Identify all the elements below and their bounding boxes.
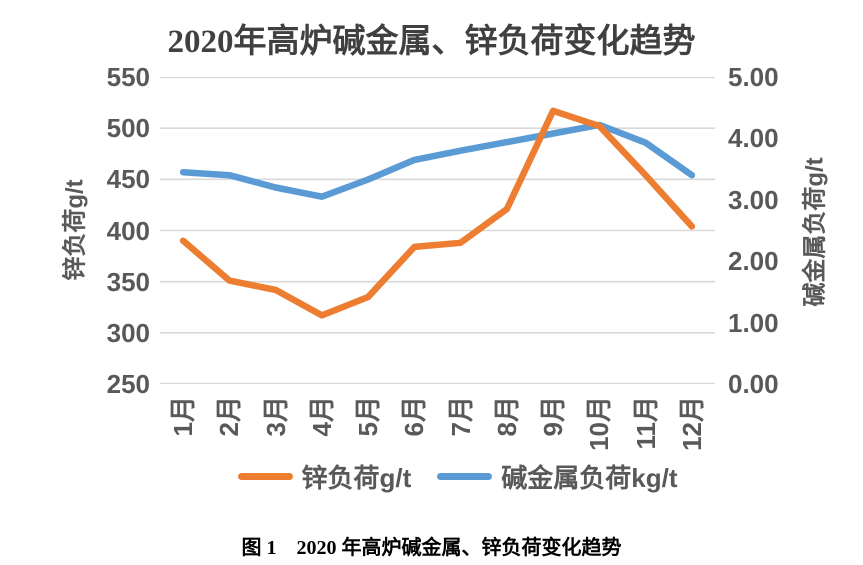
legend-item-alkali: 碱金属负荷kg/t [437,458,678,495]
left-axis-tick: 350 [106,266,150,297]
right-axis-tick: 0.00 [728,369,779,399]
left-axis-tick: 400 [106,215,150,246]
zinc-series-line [179,107,696,319]
alkali-line-swatch [437,473,493,480]
right-axis-tick: 1.00 [728,307,779,338]
legend: 锌负荷g/t 碱金属负荷kg/t [0,458,863,495]
right-axis-tick: 5.00 [728,62,779,92]
x-axis-tick: 11月 [630,396,661,450]
legend-label: 锌负荷g/t [301,463,412,493]
zinc-line-swatch [237,473,293,480]
right-axis-tick: 3.00 [728,184,779,215]
x-axis-tick: 1月 [168,396,199,437]
x-axis-tick: 2月 [214,396,245,437]
left-axis-tick: 450 [106,164,150,195]
x-axis-tick: 12月 [676,396,707,451]
x-axis-tick: 10月 [584,396,615,451]
right-axis-tick: 2.00 [728,246,779,277]
x-axis-tick: 9月 [538,396,569,437]
x-axis-tick: 7月 [445,396,476,437]
right-axis-title: 碱金属负荷g/t [801,157,829,307]
x-axis-tick: 6月 [399,396,430,437]
x-axis-tick: 4月 [306,396,337,437]
plot-area [160,77,715,384]
left-axis-tick: 250 [106,369,150,399]
x-axis-tick: 5月 [353,396,384,437]
alkali-series-line [179,121,696,200]
chart-title: 2020年高炉碱金属、锌负荷变化趋势 [167,24,696,60]
left-axis-tick: 550 [106,62,150,92]
legend-item-zinc: 锌负荷g/t [237,458,412,495]
right-axis-tick: 4.00 [728,123,779,154]
x-axis-tick: 3月 [260,396,291,437]
legend-label: 碱金属负荷kg/t [501,463,678,493]
left-axis-tick: 300 [106,317,150,348]
figure-caption: 图 1 2020 年高炉碱金属、锌负荷变化趋势 [241,537,622,559]
chart: 2020年高炉碱金属、锌负荷变化趋势 锌负荷g/t 碱金属负荷g/t 550 50… [0,24,863,495]
x-axis-tick: 8月 [491,396,522,437]
left-axis-tick: 500 [106,113,150,144]
